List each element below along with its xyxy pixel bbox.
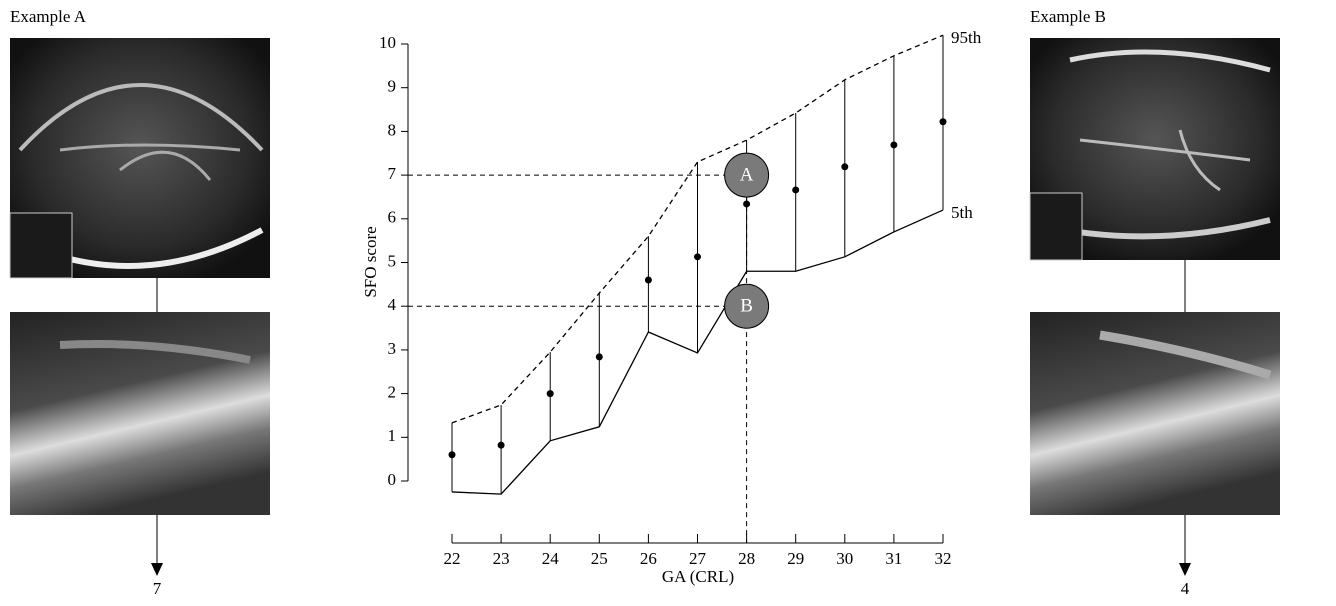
median-point xyxy=(890,141,897,148)
inset-image xyxy=(1030,193,1082,260)
y-tick-label: 2 xyxy=(388,383,397,402)
y-tick-label: 0 xyxy=(388,470,397,489)
arrow-head xyxy=(151,563,163,576)
x-axis-label: GA (CRL) xyxy=(662,567,734,586)
y-tick-label: 4 xyxy=(388,295,397,314)
median-point xyxy=(792,186,799,193)
y-tick-label: 6 xyxy=(388,208,397,227)
x-tick-label: 31 xyxy=(885,549,902,568)
median-point xyxy=(498,442,505,449)
series-label: 5th xyxy=(951,203,973,222)
x-tick-label: 27 xyxy=(689,549,707,568)
median-point xyxy=(547,390,554,397)
annotation-label: B xyxy=(740,296,753,317)
panel-title: Example B xyxy=(1030,7,1106,26)
series-label: 95th xyxy=(951,28,982,47)
x-tick-label: 25 xyxy=(591,549,608,568)
x-tick-label: 23 xyxy=(493,549,510,568)
y-tick-label: 1 xyxy=(388,426,397,445)
panel-score: 4 xyxy=(1181,579,1190,598)
y-tick-label: 3 xyxy=(388,339,397,358)
y-tick-label: 5 xyxy=(388,251,397,270)
x-tick-label: 29 xyxy=(787,549,804,568)
annotation-label: A xyxy=(740,164,754,185)
y-tick-label: 8 xyxy=(388,120,397,139)
median-point xyxy=(694,253,701,260)
x-tick-label: 22 xyxy=(444,549,461,568)
x-tick-label: 32 xyxy=(935,549,952,568)
x-tick-label: 28 xyxy=(738,549,755,568)
x-tick-label: 24 xyxy=(542,549,560,568)
y-tick-label: 10 xyxy=(379,33,396,52)
y-tick-label: 7 xyxy=(388,164,397,183)
median-point xyxy=(449,451,456,458)
inset-image xyxy=(10,213,72,278)
y-axis-label: SFO score xyxy=(361,226,380,297)
x-tick-label: 30 xyxy=(836,549,853,568)
median-point xyxy=(841,163,848,170)
panel-title: Example A xyxy=(10,7,87,26)
arrow-head xyxy=(1179,563,1191,576)
y-tick-label: 9 xyxy=(388,77,397,96)
x-tick-label: 26 xyxy=(640,549,657,568)
panel-score: 7 xyxy=(153,579,162,598)
median-point xyxy=(940,118,947,125)
median-point xyxy=(596,353,603,360)
median-point xyxy=(645,276,652,283)
figure: Example A 7 Example B 4 GA (CRL) SFO sco… xyxy=(0,0,1336,601)
page: Example A 7 Example B 4 GA (CRL) SFO sco… xyxy=(0,0,1336,601)
